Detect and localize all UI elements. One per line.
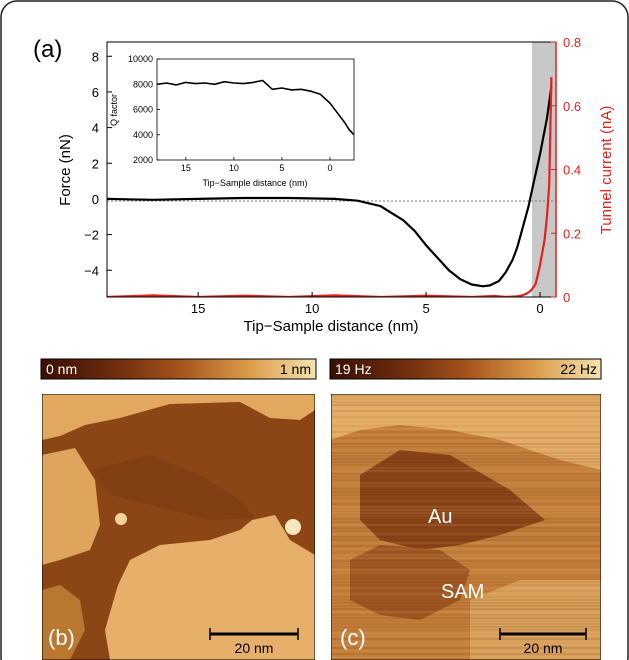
x-tick-label: 15	[191, 301, 205, 316]
right-axis-label: Tunnel current (nA)	[598, 106, 615, 235]
panel-b-label: (b)	[48, 625, 75, 650]
inset-x-tick-label: 10	[229, 163, 239, 173]
topo-terrace-top	[42, 394, 315, 440]
annotation-au: Au	[428, 506, 452, 528]
y-left-tick-label: −4	[84, 263, 99, 278]
colorbar-c: 19 Hz 22 Hz	[329, 358, 602, 380]
inset-x-label: Tip−Sample distance (nm)	[203, 178, 308, 188]
q-factor-curve	[157, 79, 354, 136]
y-left-tick-label: 2	[92, 156, 99, 171]
panel-a-label: (a)	[33, 36, 62, 63]
q-factor-inset-plot: 15 10 5 0 10000 8000 6000 4000 2000 Tip−Sample d…	[109, 54, 355, 188]
topo-terrace-left	[42, 448, 100, 565]
y-right-tick-label: 0.4	[563, 163, 581, 178]
inset-x-tick-label: 15	[181, 163, 191, 173]
force-curve	[107, 86, 553, 288]
y-left-tick-label: 6	[92, 85, 99, 100]
y-left-tick-label: −2	[84, 228, 99, 243]
colorbar-c-min-label: 19 Hz	[335, 361, 372, 377]
left-axis-label: Force (nN)	[57, 134, 74, 206]
topography-image-b	[42, 394, 315, 660]
y-right-tick-label: 0.8	[563, 35, 581, 50]
panel-c-label: (c)	[340, 625, 366, 650]
y-right-tick-label: 0.6	[563, 99, 581, 114]
y-right-tick-label: 0.2	[563, 226, 581, 241]
colorbar-b-gradient	[40, 358, 317, 380]
x-axis-label: Tip−Sample distance (nm)	[244, 318, 419, 335]
topo-terrace-bottom	[105, 515, 315, 660]
annotation-sam: SAM	[441, 581, 484, 603]
colorbar-b: 0 nm 1 nm	[40, 358, 317, 380]
x-tick-label: 0	[536, 301, 543, 316]
freq-dark-lower	[350, 545, 470, 620]
colorbar-c-gradient	[329, 358, 602, 380]
inset-y-tick-label: 2000	[133, 155, 153, 165]
freq-bright-bottom-right	[470, 580, 601, 660]
inset-y-tick-label: 8000	[133, 79, 153, 89]
scalebar-b-label: 20 nm	[235, 640, 274, 656]
freq-bright-top	[331, 394, 601, 470]
x-tick-label: 5	[422, 301, 429, 316]
inset-y-tick-label: 6000	[133, 105, 153, 115]
y-left-tick-label: 0	[92, 192, 99, 207]
colorbar-b-max-label: 1 nm	[280, 361, 311, 377]
colorbar-c-max-label: 22 Hz	[560, 361, 597, 377]
topo-island-2	[285, 519, 301, 535]
topo-island-1	[115, 513, 127, 525]
inset-y-tick-label: 10000	[128, 54, 153, 64]
inset-x-tick-label: 0	[327, 163, 332, 173]
inset-background	[157, 59, 354, 160]
topo-dark-band	[90, 455, 255, 520]
topo-mid-left	[42, 585, 85, 660]
frequency-image-c	[331, 394, 601, 660]
inset-x-tick-label: 5	[279, 163, 284, 173]
x-tick-label: 10	[305, 301, 319, 316]
y-left-tick-label: 8	[92, 49, 99, 64]
y-left-tick-label: 4	[92, 121, 99, 136]
force-current-plot: 15 10 5 0 8 6 4 2 0 −2 −4 0.8 0.6 0.4 0.2 0 Tip−Sample …	[57, 35, 615, 335]
scalebar-c-label: 20 nm	[524, 640, 563, 656]
colorbar-b-min-label: 0 nm	[46, 361, 77, 377]
inset-y-tick-label: 4000	[133, 130, 153, 140]
freq-dark-au-region	[360, 450, 545, 550]
inset-y-label: Q factor	[109, 94, 119, 126]
y-right-tick-label: 0	[563, 290, 570, 305]
